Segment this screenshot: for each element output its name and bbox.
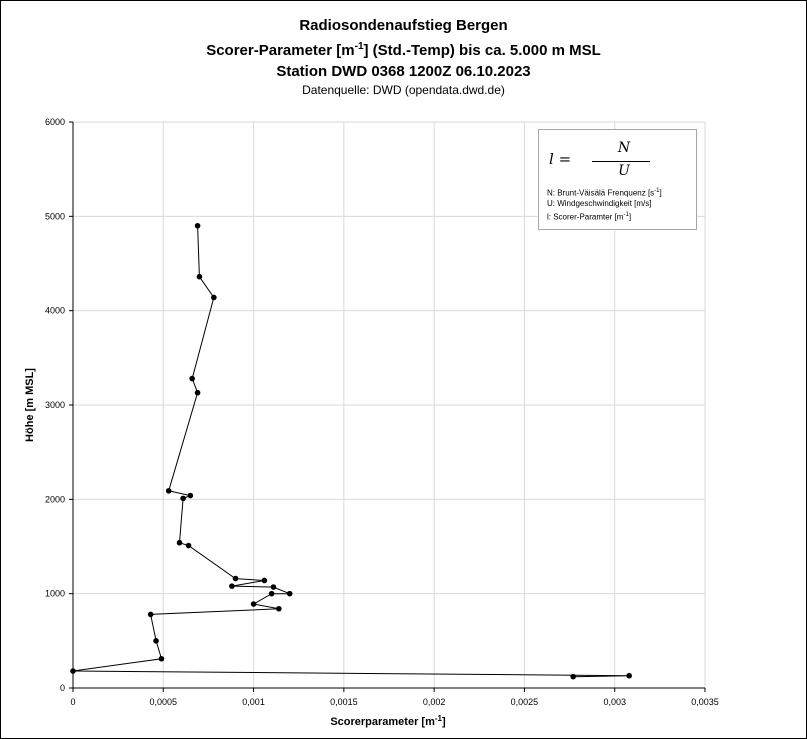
formula-lhs: l = bbox=[549, 150, 572, 168]
legend-n-suffix: ] bbox=[659, 188, 662, 198]
chart-title-block: Radiosondenaufstieg Bergen Scorer-Parame… bbox=[1, 15, 806, 99]
data-point bbox=[147, 611, 154, 618]
y-tick-label: 3000 bbox=[45, 400, 65, 410]
formula-denominator: U bbox=[618, 163, 630, 179]
data-point bbox=[261, 577, 268, 584]
data-point bbox=[250, 601, 257, 607]
data-point bbox=[153, 638, 159, 644]
data-point bbox=[70, 668, 76, 674]
y-tick-label: 4000 bbox=[45, 306, 65, 316]
tick-labels: 0 0,0005 0,001 0,0015 0,002 0,0025 0,003 0,0035… bbox=[45, 117, 719, 707]
legend-n-sup: -1 bbox=[654, 188, 660, 194]
data-point bbox=[158, 655, 165, 662]
data-point bbox=[270, 584, 277, 590]
x-tick-label: 0,003 bbox=[603, 697, 626, 707]
data-point bbox=[180, 495, 186, 502]
data-source: Datenquelle: DWD (opendata.dwd.de) bbox=[302, 83, 505, 97]
legend-line-n: N: Brunt-Väisälä Frenquenz [s-1] bbox=[547, 186, 662, 199]
subtitle-prefix: Scorer-Parameter [m bbox=[206, 42, 355, 59]
x-tick-label: 0,0005 bbox=[150, 697, 178, 707]
x-tick-label: 0,002 bbox=[423, 697, 446, 707]
y-tick-label: 2000 bbox=[45, 494, 65, 504]
x-axis-label: Scorerparameter [m-1] bbox=[330, 714, 446, 728]
chart-subtitle: Scorer-Parameter [m-1] (Std.-Temp) bis c… bbox=[1, 36, 806, 61]
legend-n-text: N: Brunt-Väisälä Frenquenz [s bbox=[547, 188, 655, 198]
legend-line-u: U: Windgeschwindigkeit [m/s] bbox=[547, 199, 652, 208]
data-point bbox=[185, 542, 192, 549]
data-point bbox=[229, 583, 235, 589]
y-axis-label: Höhe [m MSL] bbox=[24, 368, 36, 442]
data-point bbox=[194, 389, 201, 396]
subtitle-superscript: -1 bbox=[354, 41, 364, 52]
x-tick-label: 0 bbox=[70, 697, 75, 707]
data-point bbox=[211, 294, 217, 301]
y-tick-label: 5000 bbox=[45, 211, 65, 221]
data-series bbox=[70, 222, 632, 680]
data-point bbox=[194, 222, 201, 229]
y-tick-label: 0 bbox=[60, 683, 65, 693]
x-tick-label: 0,0035 bbox=[691, 697, 719, 707]
data-point bbox=[187, 492, 194, 499]
formula-legend: l = N U N: Brunt-Väisälä Frenquenz [s-1]… bbox=[538, 129, 697, 230]
x-tick-label: 0,0015 bbox=[330, 697, 358, 707]
data-point bbox=[176, 539, 183, 546]
data-point bbox=[196, 273, 203, 280]
axes bbox=[69, 121, 706, 692]
data-point bbox=[165, 488, 172, 494]
station-line: Station DWD 0368 1200Z 06.10.2023 bbox=[276, 63, 531, 80]
y-tick-label: 1000 bbox=[45, 589, 65, 599]
subtitle-suffix: ] (Std.-Temp) bis ca. 5.000 m MSL bbox=[363, 42, 601, 59]
chart-title: Radiosondenaufstieg Bergen bbox=[299, 17, 508, 34]
fraction-bar bbox=[592, 161, 650, 162]
data-point bbox=[276, 605, 282, 612]
legend-l-suffix: ] bbox=[628, 212, 632, 222]
data-point bbox=[189, 375, 195, 382]
legend-l-text: l: Scorer-Paramter [m bbox=[547, 212, 624, 222]
x-tick-label: 0,001 bbox=[242, 697, 265, 707]
x-tick-label: 0,0025 bbox=[511, 697, 539, 707]
data-point bbox=[626, 672, 632, 679]
data-point bbox=[232, 575, 239, 582]
scorer-formula: l = N U bbox=[549, 140, 689, 180]
series-line bbox=[72, 225, 630, 678]
data-point bbox=[286, 590, 293, 597]
y-tick-label: 6000 bbox=[45, 117, 65, 127]
formula-numerator: N bbox=[617, 140, 631, 156]
data-point bbox=[268, 590, 275, 597]
legend-line-l: l: Scorer-Paramter [m-1] bbox=[547, 210, 631, 223]
legend-l-sup: -1 bbox=[623, 212, 629, 218]
data-point bbox=[570, 673, 576, 680]
